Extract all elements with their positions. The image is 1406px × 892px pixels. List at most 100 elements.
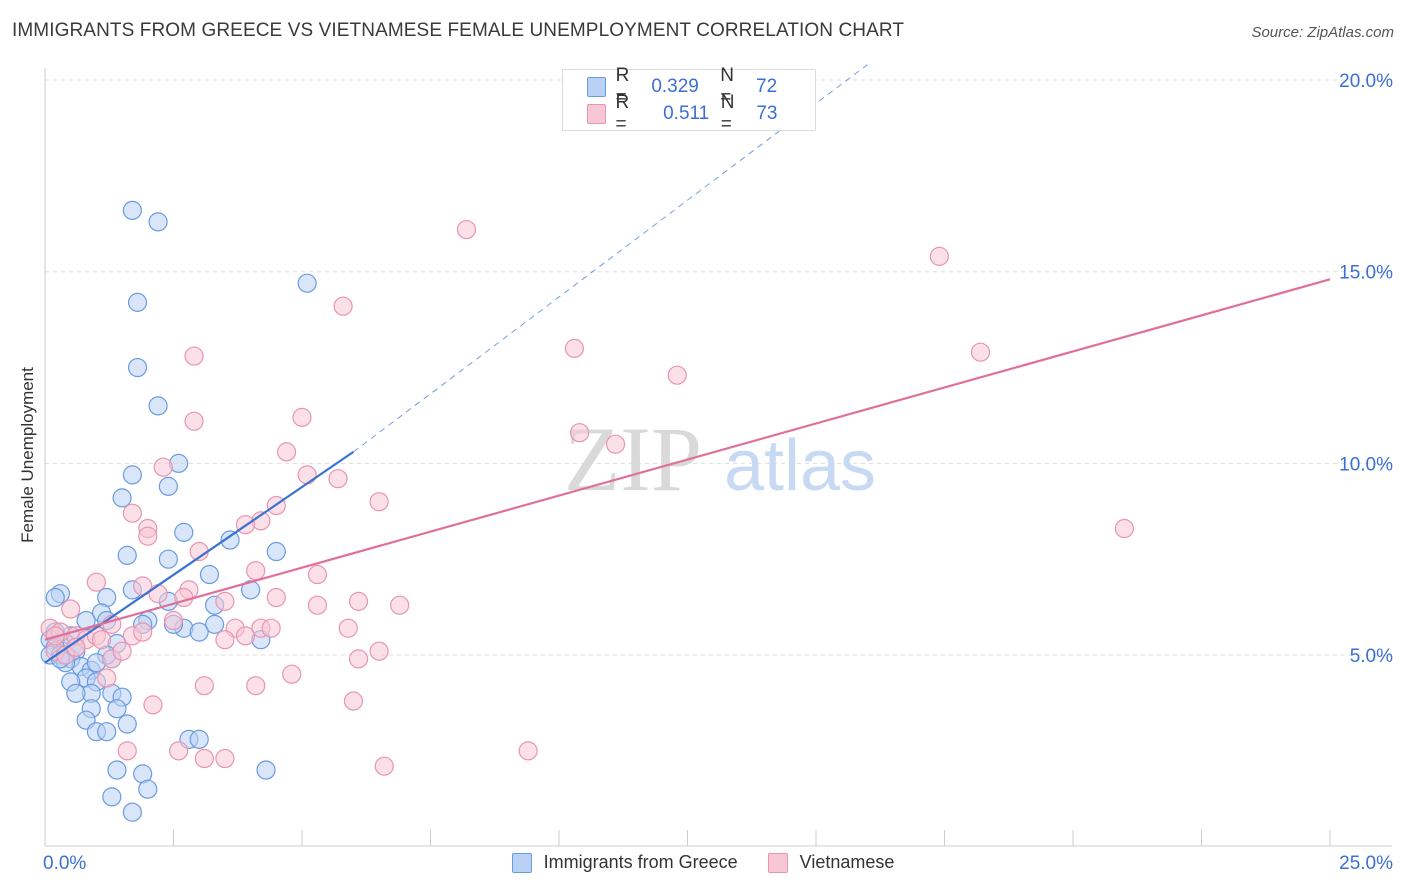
chart-title: IMMIGRANTS FROM GREECE VS VIETNAMESE FEM… [12,20,905,41]
r-value: 0.511 [663,103,710,124]
n-value: 73 [756,103,778,124]
legend-label-greece: Immigrants from Greece [543,852,738,872]
point-vietnamese [970,342,991,362]
point-vietnamese [266,587,286,608]
point-greece [97,722,117,742]
point-greece [122,465,142,485]
legend-label-vietnamese: Vietnamese [799,852,895,872]
legend-item-vietnamese[interactable]: Vietnamese [767,852,895,873]
point-vietnamese [369,492,389,512]
point-vietnamese [61,599,81,619]
point-greece [205,614,225,634]
point-vietnamese [564,338,585,358]
point-vietnamese [97,668,117,688]
point-greece [102,787,122,807]
point-vietnamese [153,457,173,477]
y-tick-label: 15.0% [1339,263,1393,284]
legend-swatch-blue [511,852,532,873]
point-greece [266,541,286,562]
trend-line-vietnamese [44,278,1331,641]
point-greece [174,522,194,542]
point-vietnamese [338,618,358,638]
point-greece [148,396,168,416]
point-vietnamese [194,676,214,696]
point-vietnamese [518,741,538,761]
point-vietnamese [215,630,235,650]
watermark-atlas: atlas [724,426,876,506]
point-greece [117,545,137,565]
watermark-zip: ZIP [564,408,702,510]
legend-swatch-pink [767,852,788,873]
point-vietnamese [184,411,204,431]
point-greece [220,530,240,550]
point-greece [112,488,132,508]
n-value: 72 [756,76,778,97]
point-vietnamese [86,572,107,592]
point-vietnamese [348,591,369,611]
point-vietnamese [133,622,153,642]
point-vietnamese [348,649,369,669]
tick-labels: 5.0% 10.0% 15.0% 20.0% 0.0% 25.0% [43,71,1393,874]
point-greece [117,714,137,734]
point-vietnamese [390,595,410,615]
point-vietnamese [235,626,256,646]
point-vietnamese [333,296,353,316]
point-vietnamese [117,741,137,761]
point-vietnamese [174,587,194,608]
source-label: Source: ZipAtlas.com [1251,24,1394,41]
r-label: R = [615,92,630,135]
data-points [40,200,1135,822]
point-greece [138,779,158,799]
legend-item-greece[interactable]: Immigrants from Greece [511,852,738,873]
point-vietnamese [569,423,590,443]
watermark: ZIP atlas [564,408,876,510]
point-greece [199,564,220,585]
r-value: 0.329 [651,76,699,97]
point-vietnamese [246,561,266,581]
legend-swatch-blue [587,77,606,97]
point-vietnamese [929,246,949,266]
point-vietnamese [369,641,389,661]
point-vietnamese [215,591,235,611]
y-tick-label: 5.0% [1350,646,1393,667]
axes [44,68,1392,847]
x-tick-label: 0.0% [43,853,86,874]
stats-legend: R = 0.329 N = 72 R = 0.511 N = 73 [562,65,816,135]
grid-lines [45,79,1392,656]
point-greece [127,292,148,312]
r-label: R = [615,65,630,108]
y-tick-label: 20.0% [1339,71,1393,92]
point-vietnamese [148,584,168,604]
n-label: N = [720,92,735,135]
point-greece [148,212,168,232]
trend-line-greece [44,450,355,664]
point-vietnamese [282,664,302,684]
point-greece [241,580,261,600]
point-vietnamese [194,748,214,769]
point-greece [189,729,209,749]
point-vietnamese [297,465,317,485]
point-vietnamese [605,434,626,454]
y-tick-label: 10.0% [1339,454,1393,475]
legend-row-greece: R = 0.329 N = 72 [587,65,815,108]
point-vietnamese [276,442,297,462]
x-tick-label: 25.0% [1339,853,1393,874]
point-greece [158,549,178,569]
point-greece [127,357,148,378]
point-greece [107,699,127,719]
point-vietnamese [246,676,266,696]
point-vietnamese [307,564,328,585]
point-vietnamese [122,503,142,523]
trend-lines [44,64,1331,664]
legend-swatch-pink [587,104,606,124]
point-greece [66,683,86,703]
point-greece [189,622,209,642]
series-legend: Immigrants from Greece Vietnamese [0,852,1406,873]
point-vietnamese [163,610,184,631]
point-vietnamese [215,748,235,769]
point-greece [158,476,178,496]
point-vietnamese [667,365,687,385]
point-vietnamese [292,407,312,427]
point-vietnamese [112,641,132,661]
